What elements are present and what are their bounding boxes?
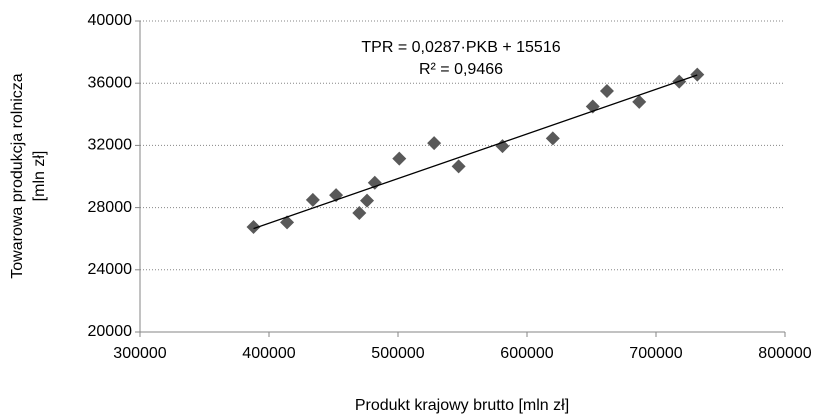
point [392,151,407,166]
point [599,83,614,98]
x-tick-label: 800000 [758,345,811,362]
point [632,94,647,109]
y-axis-title: [mln zł] [31,151,48,202]
y-tick-label: 36000 [88,74,133,91]
x-tick-label: 400000 [242,345,295,362]
point [690,67,705,82]
y-tick-label: 40000 [88,12,133,29]
y-tick-label: 20000 [88,323,133,340]
y-tick-label: 32000 [88,137,133,154]
point [360,193,375,208]
x-tick-label: 600000 [500,345,553,362]
x-tick-label: 700000 [629,345,682,362]
x-tick-label: 500000 [371,345,424,362]
y-tick-label: 28000 [88,199,133,216]
y-tick-label: 24000 [88,261,133,278]
point [451,159,466,174]
point [545,131,560,146]
y-axis-title: Towarowa produkcja rolnicza [9,73,26,279]
point [367,175,382,190]
point [427,136,442,151]
x-axis-title: Produkt krajowy brutto [mln zł] [355,397,569,414]
point [495,139,510,154]
point [305,192,320,207]
trendline-equation: TPR = 0,0287·PKB + 15516 [361,39,560,56]
point [246,220,261,235]
x-tick-label: 300000 [113,345,166,362]
point [280,215,295,230]
r-squared: R² = 0,9466 [419,61,503,78]
trendline [253,74,698,230]
point [352,206,367,221]
